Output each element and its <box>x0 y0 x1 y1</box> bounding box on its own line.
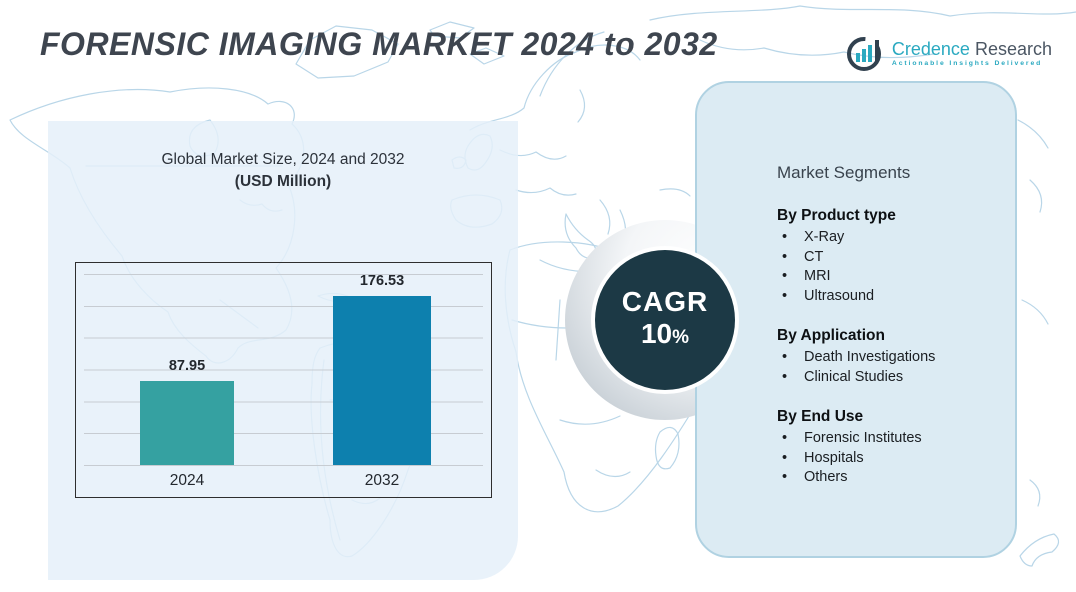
logo-name-primary: Credence <box>891 39 970 59</box>
chart-title-line1: Global Market Size, 2024 and 2032 <box>161 151 405 168</box>
cagr-label: CAGR <box>621 286 709 317</box>
x-axis-label-2032: 2032 <box>364 472 400 489</box>
cagr-percent-sign: % <box>672 327 690 348</box>
cagr-value-number: 10 <box>640 318 673 349</box>
bar-column-2024: 87.95 <box>140 358 234 465</box>
segment-item: MRI <box>777 267 1001 287</box>
segment-item: X-Ray <box>777 228 1001 248</box>
segment-item: Clinical Studies <box>777 368 1001 388</box>
segment-item-list: Forensic Institutes Hospitals Others <box>777 429 1001 488</box>
bar-value-label-2024: 87.95 <box>168 358 206 374</box>
logo-tagline: Actionable Insights Delivered <box>891 60 1043 67</box>
segment-item: Hospitals <box>777 449 1001 469</box>
segment-group-product-type: By Product type X-Ray CT MRI Ultrasound <box>777 207 1001 306</box>
segment-item-list: Death Investigations Clinical Studies <box>777 348 1001 387</box>
market-segments-content: Market Segments By Product type X-Ray CT… <box>777 163 1001 509</box>
segment-item: Others <box>777 468 1001 488</box>
cagr-value: 10% <box>641 318 689 354</box>
segment-item: Ultrasound <box>777 287 1001 307</box>
bar-column-2032: 176.53 <box>333 273 431 465</box>
logo-text: Credence Research Actionable Insights De… <box>892 39 1052 67</box>
segments-heading: Market Segments <box>777 163 911 182</box>
chart-title: Global Market Size, 2024 and 2032 (USD M… <box>48 149 518 193</box>
bar-2024 <box>140 381 234 465</box>
page-title: FORENSIC IMAGING MARKET 2024 to 2032 <box>40 26 718 62</box>
segment-group-title: By End Use <box>777 408 864 425</box>
bar-chart-circle-icon <box>846 37 881 71</box>
segment-item: Forensic Institutes <box>777 429 1001 449</box>
segment-group-title: By Product type <box>777 207 896 224</box>
bar-chart: 87.95 176.53 2024 2032 <box>75 262 492 498</box>
segment-group-end-use: By End Use Forensic Institutes Hospitals… <box>777 408 1001 488</box>
cagr-badge: CAGR 10% <box>595 250 735 390</box>
segment-group-application: By Application Death Investigations Clin… <box>777 327 1001 387</box>
bar-2032 <box>333 296 431 465</box>
company-logo: Credence Research Actionable Insights De… <box>845 33 1052 73</box>
market-segments-panel: Market Segments By Product type X-Ray CT… <box>695 81 1017 558</box>
segment-item-list: X-Ray CT MRI Ultrasound <box>777 228 1001 306</box>
bar-value-label-2032: 176.53 <box>359 273 405 289</box>
logo-name-secondary: Research <box>974 39 1052 59</box>
segment-group-title: By Application <box>777 327 885 344</box>
segment-item: CT <box>777 248 1001 268</box>
x-axis-label-2024: 2024 <box>169 472 205 489</box>
chart-title-line2: (USD Million) <box>234 173 332 190</box>
market-size-panel: Global Market Size, 2024 and 2032 (USD M… <box>48 121 518 580</box>
logo-name: Credence Research <box>892 39 1052 59</box>
segment-item: Death Investigations <box>777 348 1001 368</box>
